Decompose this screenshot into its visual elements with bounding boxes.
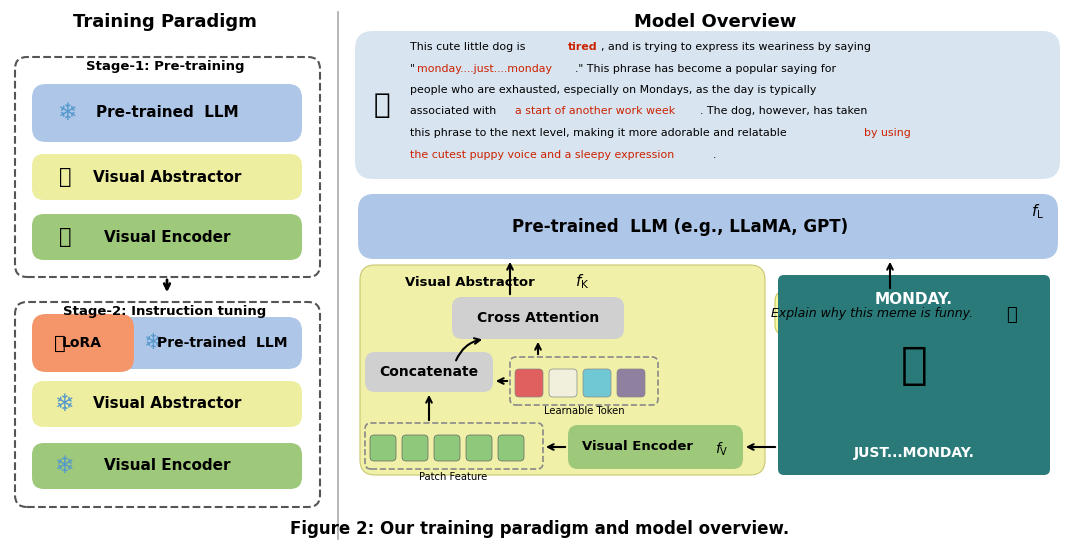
Text: Visual Abstractor: Visual Abstractor — [93, 169, 241, 184]
Text: Visual Encoder: Visual Encoder — [582, 441, 693, 453]
Text: Visual Encoder: Visual Encoder — [104, 229, 230, 245]
FancyBboxPatch shape — [32, 317, 302, 369]
FancyBboxPatch shape — [465, 435, 492, 461]
Text: Pre-trained  LLM: Pre-trained LLM — [157, 336, 287, 350]
Text: Pre-trained  LLM (e.g., LLaMA, GPT): Pre-trained LLM (e.g., LLaMA, GPT) — [512, 218, 848, 236]
FancyBboxPatch shape — [498, 435, 524, 461]
Text: people who are exhausted, especially on Mondays, as the day is typically: people who are exhausted, especially on … — [410, 85, 816, 95]
Text: MONDAY.: MONDAY. — [875, 292, 953, 307]
Text: , and is trying to express its weariness by saying: , and is trying to express its weariness… — [600, 42, 870, 52]
Text: $f_\mathrm{L}$: $f_\mathrm{L}$ — [1031, 203, 1044, 221]
Text: Cross Attention: Cross Attention — [477, 311, 599, 325]
FancyBboxPatch shape — [360, 265, 765, 475]
Text: ❄: ❄ — [55, 454, 75, 478]
Text: Patch Feature: Patch Feature — [419, 472, 487, 482]
FancyBboxPatch shape — [32, 314, 134, 372]
FancyBboxPatch shape — [778, 275, 1050, 475]
Text: Learnable Token: Learnable Token — [543, 406, 624, 416]
Text: 🔥: 🔥 — [54, 334, 66, 353]
Text: ❄: ❄ — [55, 392, 75, 416]
Text: 👥: 👥 — [1007, 306, 1017, 324]
Text: 🦉: 🦉 — [374, 91, 390, 119]
Text: 🔥: 🔥 — [58, 227, 71, 247]
Text: .: . — [713, 149, 716, 159]
FancyBboxPatch shape — [32, 84, 302, 142]
Text: ❄: ❄ — [58, 101, 78, 125]
FancyBboxPatch shape — [365, 352, 492, 392]
Text: 🐕: 🐕 — [901, 344, 928, 387]
Text: the cutest puppy voice and a sleepy expression: the cutest puppy voice and a sleepy expr… — [410, 149, 674, 159]
Text: ": " — [410, 63, 415, 74]
Text: . The dog, however, has taken: . The dog, however, has taken — [700, 106, 867, 116]
FancyBboxPatch shape — [434, 435, 460, 461]
Text: $f_\mathrm{K}$: $f_\mathrm{K}$ — [575, 272, 590, 291]
FancyBboxPatch shape — [32, 381, 302, 427]
Text: Explain why this meme is funny.: Explain why this meme is funny. — [771, 306, 973, 320]
FancyBboxPatch shape — [583, 369, 611, 397]
FancyBboxPatch shape — [32, 214, 302, 260]
Text: ❄: ❄ — [143, 333, 161, 353]
FancyBboxPatch shape — [402, 435, 428, 461]
Text: Visual Abstractor: Visual Abstractor — [405, 276, 535, 289]
FancyBboxPatch shape — [32, 154, 302, 200]
FancyBboxPatch shape — [370, 435, 396, 461]
FancyBboxPatch shape — [568, 425, 743, 469]
Text: Visual Encoder: Visual Encoder — [104, 458, 230, 473]
Text: Concatenate: Concatenate — [379, 365, 478, 379]
FancyBboxPatch shape — [617, 369, 645, 397]
FancyBboxPatch shape — [775, 291, 1005, 335]
Text: monday....just....monday: monday....just....monday — [417, 63, 552, 74]
FancyBboxPatch shape — [357, 194, 1058, 259]
Text: Visual Abstractor: Visual Abstractor — [93, 397, 241, 412]
Text: Stage-2: Instruction tuning: Stage-2: Instruction tuning — [64, 305, 267, 319]
FancyBboxPatch shape — [32, 443, 302, 489]
FancyBboxPatch shape — [549, 369, 577, 397]
Text: a start of another work week: a start of another work week — [515, 106, 675, 116]
Text: by using: by using — [864, 128, 912, 138]
Text: associated with: associated with — [410, 106, 500, 116]
Text: tired: tired — [568, 42, 597, 52]
Text: LoRA: LoRA — [62, 336, 102, 350]
Text: Training Paradigm: Training Paradigm — [73, 13, 257, 31]
Text: ." This phrase has become a popular saying for: ." This phrase has become a popular sayi… — [575, 63, 836, 74]
Text: This cute little dog is: This cute little dog is — [410, 42, 529, 52]
FancyBboxPatch shape — [515, 369, 543, 397]
Text: 🔥: 🔥 — [58, 167, 71, 187]
Text: this phrase to the next level, making it more adorable and relatable: this phrase to the next level, making it… — [410, 128, 791, 138]
Text: JUST...MONDAY.: JUST...MONDAY. — [853, 446, 974, 460]
Text: Stage-1: Pre-training: Stage-1: Pre-training — [85, 61, 244, 74]
Text: Model Overview: Model Overview — [634, 13, 796, 31]
FancyBboxPatch shape — [453, 297, 624, 339]
Text: $f_\mathrm{V}$: $f_\mathrm{V}$ — [715, 440, 729, 458]
Text: Pre-trained  LLM: Pre-trained LLM — [96, 105, 239, 120]
Text: Figure 2: Our training paradigm and model overview.: Figure 2: Our training paradigm and mode… — [291, 520, 789, 538]
FancyBboxPatch shape — [355, 31, 1059, 179]
